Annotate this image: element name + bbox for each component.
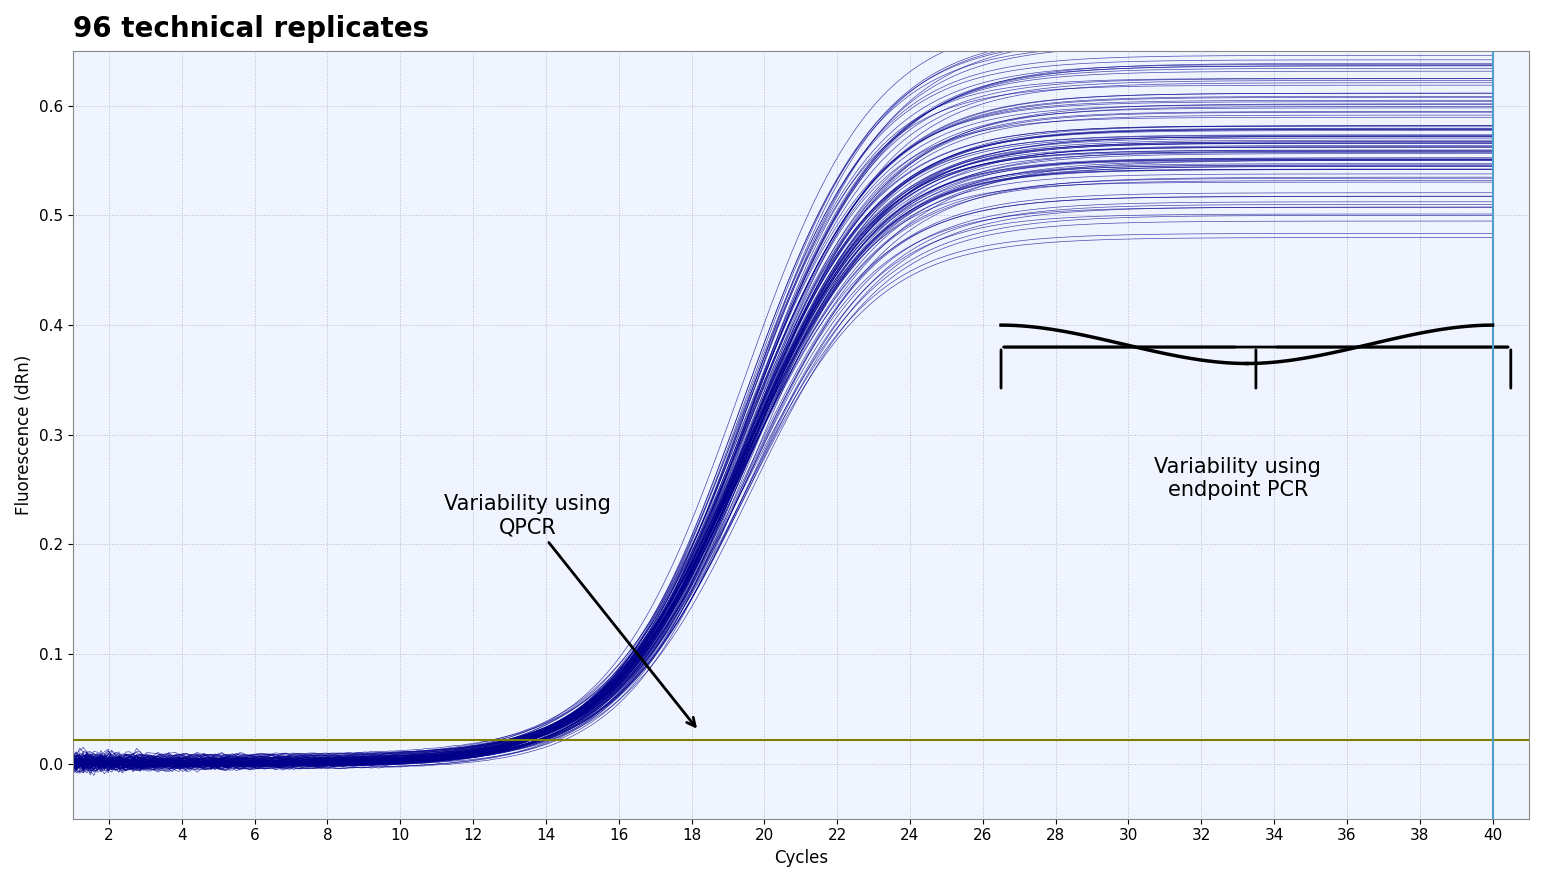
Text: Variability using
endpoint PCR: Variability using endpoint PCR: [1155, 457, 1322, 500]
Y-axis label: Fluorescence (dRn): Fluorescence (dRn): [15, 355, 32, 515]
X-axis label: Cycles: Cycles: [774, 849, 828, 867]
Text: Variability using
QPCR: Variability using QPCR: [445, 494, 695, 727]
Text: 96 technical replicates: 96 technical replicates: [73, 15, 429, 43]
